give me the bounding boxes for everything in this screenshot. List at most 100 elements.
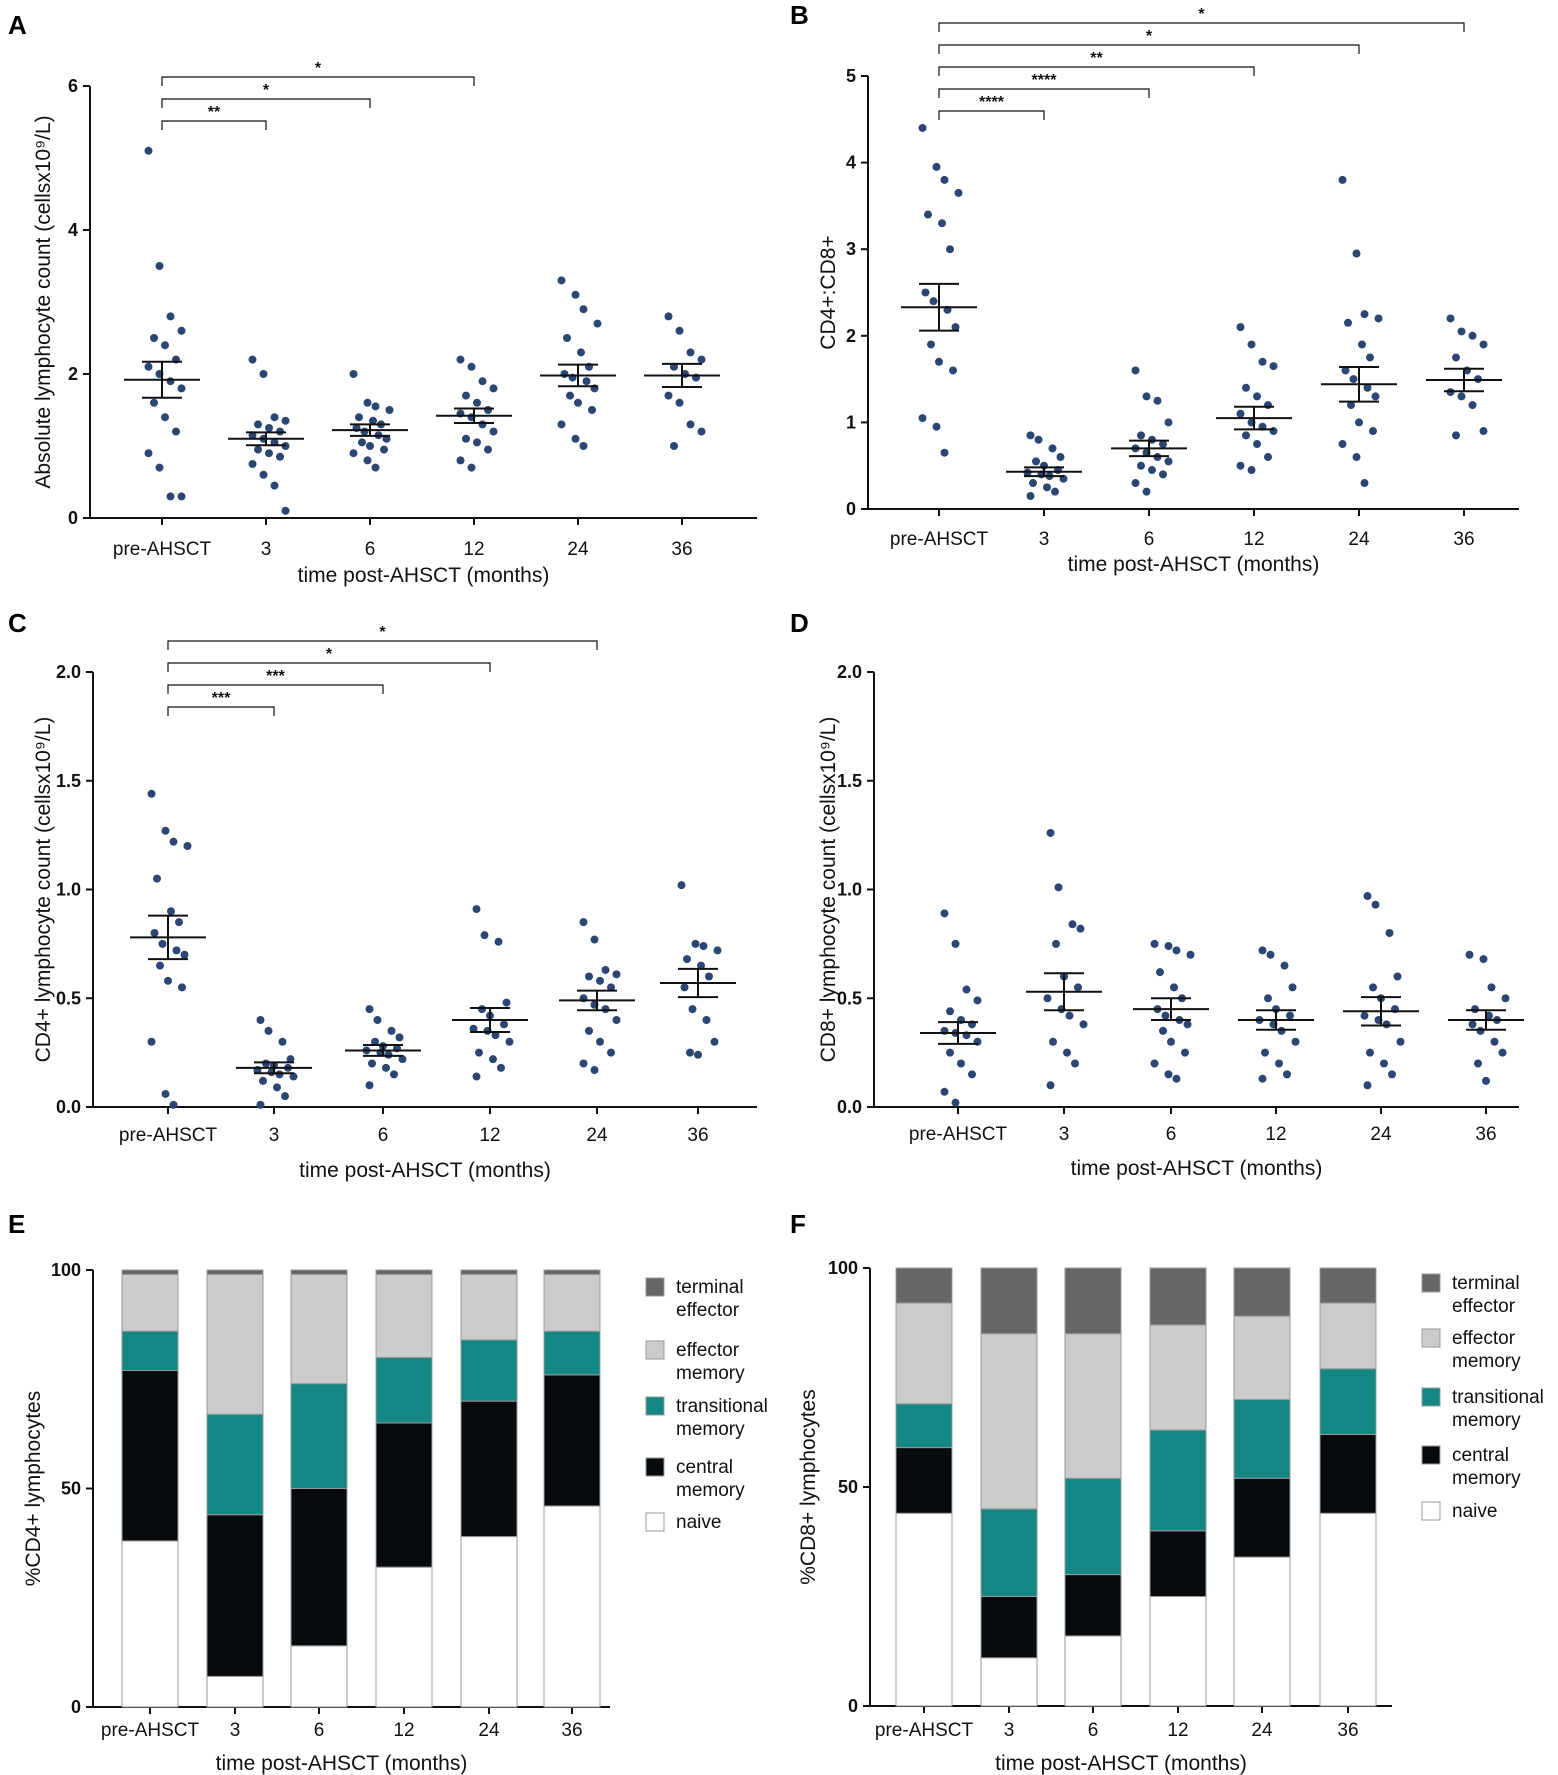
bar-segment-transitional-memory [1149,1429,1207,1532]
y-tick-label: 6 [68,76,78,96]
data-point [472,905,481,914]
data-point [940,175,949,184]
x-tick-label: 36 [1337,1720,1358,1741]
data-point [275,1070,284,1079]
x-axis-title: time post-AHSCT (months) [298,564,550,587]
data-point [697,961,705,970]
legend-label: effector [676,1340,740,1361]
data-point [1280,961,1289,970]
data-point [1371,900,1380,909]
significance-label: * [326,646,333,663]
significance-bracket [161,98,371,108]
bar-segment-terminal-effector [980,1267,1038,1335]
data-point [1142,392,1151,401]
data-point [259,1076,267,1085]
data-point [697,427,706,436]
significance-label: * [315,60,322,77]
panel-letter: D [790,608,809,638]
data-point [491,1031,500,1040]
data-point [147,789,156,798]
data-point [563,334,571,342]
y-tick-label: 2 [846,326,856,346]
x-tick-label: 36 [687,1125,708,1146]
x-tick-label: 24 [567,539,589,560]
data-point [371,402,380,411]
x-axis-title: time post-AHSCT (months) [299,1159,551,1182]
data-point [1159,440,1167,449]
data-point [588,406,596,414]
data-point [286,1055,295,1064]
data-point [590,935,599,944]
significance-bracket [161,120,267,130]
significance-label: * [263,82,270,99]
data-point [273,1083,281,1092]
y-axis-title: Absolute lymphocyte count (cellsx10⁹/L) [32,115,55,488]
data-point [566,391,574,400]
data-point [954,188,963,197]
data-point [1150,939,1159,948]
bar-segment-effector-memory [895,1302,953,1405]
data-point [1341,366,1350,375]
data-point [1046,1081,1055,1090]
data-point [1374,314,1383,323]
x-tick-label: pre-AHSCT [909,1124,1008,1145]
data-point [1380,1059,1388,1068]
data-point [590,1066,599,1075]
x-tick-label: 3 [261,539,272,560]
data-point [1388,1070,1396,1079]
data-point [1487,983,1496,992]
data-point [467,463,476,472]
data-point [147,1037,156,1046]
data-point [366,442,374,450]
data-point [478,1005,486,1014]
data-point [1049,1037,1057,1046]
data-point [1074,983,1082,992]
significance-label: * [379,624,386,641]
x-tick-label: 6 [1166,1124,1177,1145]
legend-label: central [676,1457,733,1478]
data-point [281,506,290,515]
data-point [489,384,498,393]
data-point [1032,457,1040,466]
data-point [1253,440,1261,449]
data-point [697,355,706,364]
significance-label: **** [1032,72,1058,89]
y-tick-label: 1.0 [56,880,81,900]
data-point [169,1100,178,1109]
bar-segment-transitional-memory [1064,1477,1122,1576]
data-point [166,312,175,321]
data-point [360,427,369,436]
data-point [156,961,164,970]
data-point [1172,946,1181,955]
data-point [1349,375,1358,384]
data-point [1183,1020,1192,1029]
y-tick-label: 50 [838,1477,858,1497]
data-point [1048,444,1057,453]
x-tick-label: 6 [1088,1720,1099,1741]
bar-segment-naive [1064,1635,1122,1707]
bar-segment-naive [375,1566,433,1708]
data-point [601,1005,610,1014]
bar-segment-transitional-memory [1319,1368,1377,1435]
data-point [265,449,273,458]
data-point [475,1048,483,1057]
data-point [557,276,566,285]
y-tick-label: 0.0 [837,1097,862,1117]
data-point [489,427,498,436]
bar-segment-central-memory [375,1422,433,1568]
y-tick-label: 0.5 [837,988,862,1008]
data-point [1046,828,1055,837]
data-point [369,416,377,425]
data-point [1253,392,1261,401]
legend-label: effector [1452,1328,1516,1349]
data-point [1236,323,1245,332]
legend-swatch-transitional-memory [1421,1387,1441,1407]
data-point [172,946,181,955]
data-point [153,874,161,883]
y-tick-label: 3 [846,239,856,259]
legend-swatch-effector-memory [1421,1328,1441,1348]
data-point [1338,175,1347,184]
x-tick-label: 6 [378,1125,389,1146]
